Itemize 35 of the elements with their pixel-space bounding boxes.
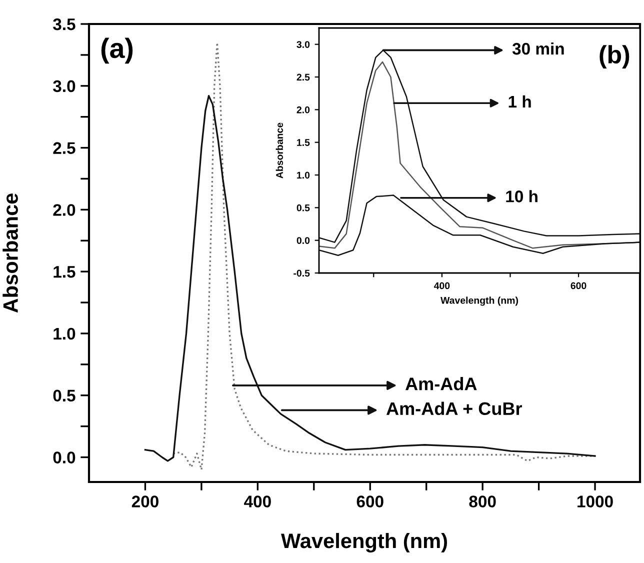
y-tick-label: 0.5 [296,204,310,212]
y-axis-title: Absorbance [2,194,18,313]
y-tick-label: 0.0 [296,237,310,244]
x-tick-label: 600 [570,282,586,290]
x-tick-label: 1000 [578,496,613,508]
y-tick-label: 2.5 [53,142,76,154]
y-tick-label: 1.0 [54,328,76,340]
x-axis-title: Wavelength (nm) [281,532,447,552]
x-tick-label: 200 [132,496,158,508]
y-tick-label: 1.5 [297,139,310,146]
x-tick-label: 800 [469,496,496,508]
y-tick-label: 1.5 [54,266,76,278]
y-tick-label: 2.0 [296,106,310,114]
x-tick-label: 600 [356,496,384,508]
chart-title: (a) [101,38,133,64]
y-tick-label: 0.0 [53,452,76,464]
y-tick-label: 3.0 [296,41,310,48]
annotation: 10 h [506,190,538,202]
x-axis-title: Wavelength (nm) [440,296,518,306]
text: (b) [600,45,630,68]
y-tick-label: 0.5 [53,390,76,402]
line-series [144,94,596,462]
y-tick-label: 2.0 [53,204,76,216]
y-tick-label: 3.0 [53,80,76,92]
y-tick-label: 2.5 [296,74,310,81]
x-tick-label: 400 [434,282,450,290]
annotation: Am-AdA + CuBr [386,402,522,416]
annotation: Am-AdA [405,377,477,390]
annotation: 1 h [508,95,531,108]
y-tick-label: 3.5 [53,18,76,30]
y-axis-title: Absorbance [276,122,283,178]
x-tick-label: 400 [244,496,271,508]
y-tick-label: 1.0 [297,172,310,179]
y-tick-label: -0.5 [294,270,310,277]
annotation: 30 min [512,42,564,55]
